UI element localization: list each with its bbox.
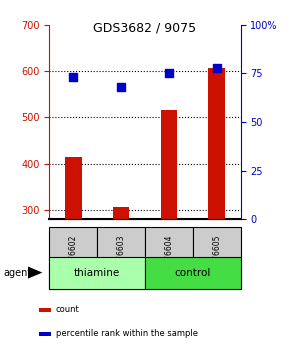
Bar xyxy=(113,207,129,219)
Text: control: control xyxy=(175,268,211,278)
Bar xyxy=(145,257,241,289)
Text: thiamine: thiamine xyxy=(74,268,120,278)
Text: percentile rank within the sample: percentile rank within the sample xyxy=(56,329,198,338)
Bar xyxy=(145,227,193,289)
Text: GSM476603: GSM476603 xyxy=(117,234,126,281)
Bar xyxy=(193,227,241,289)
Bar xyxy=(39,332,51,336)
Point xyxy=(71,74,75,80)
Text: agent: agent xyxy=(3,268,31,278)
Point xyxy=(166,70,171,76)
Bar xyxy=(49,257,145,289)
Text: GSM476604: GSM476604 xyxy=(164,234,173,281)
Text: GDS3682 / 9075: GDS3682 / 9075 xyxy=(93,21,197,34)
Bar xyxy=(209,68,225,219)
Point xyxy=(119,84,124,90)
Bar xyxy=(97,227,145,289)
Text: GSM476602: GSM476602 xyxy=(69,234,78,281)
Text: GSM476605: GSM476605 xyxy=(212,234,221,281)
Polygon shape xyxy=(28,266,42,279)
Bar xyxy=(39,308,51,312)
Point xyxy=(214,65,219,70)
Text: count: count xyxy=(56,305,79,314)
Bar xyxy=(49,227,97,289)
Bar xyxy=(161,110,177,219)
Bar xyxy=(65,157,81,219)
